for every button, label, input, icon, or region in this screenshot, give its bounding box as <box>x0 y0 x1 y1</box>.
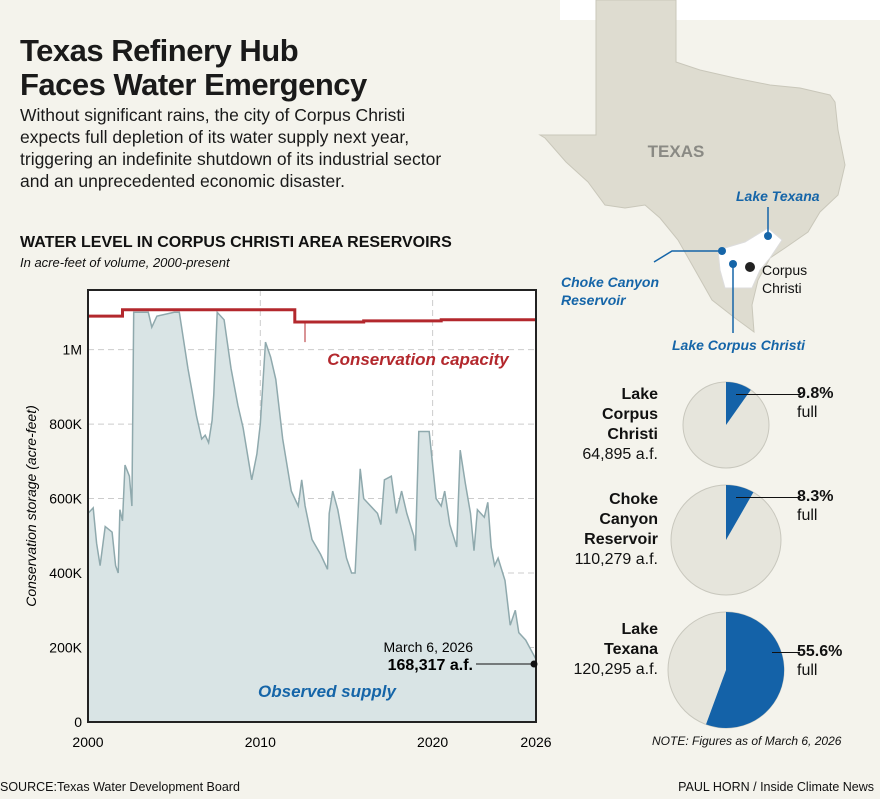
percent-value: 8.3% <box>797 488 834 505</box>
pie-slice-full <box>726 485 754 540</box>
percent-value: 55.6% <box>797 643 843 660</box>
credit: PAUL HORN / Inside Climate News <box>678 780 874 794</box>
chart-title: WATER LEVEL IN CORPUS CHRISTI AREA RESER… <box>20 234 452 251</box>
latest-point <box>530 660 538 668</box>
pie-percent-label: 9.8% full <box>797 384 833 422</box>
reservoir-name: Reservoir <box>584 531 658 548</box>
pie-leader <box>772 652 800 653</box>
y-tick-label: 0 <box>74 714 82 730</box>
plot-frame <box>87 289 537 723</box>
x-tick-label: 2026 <box>520 734 551 750</box>
observed-label: Observed supply <box>258 682 397 701</box>
y-tick-label: 600K <box>49 491 82 507</box>
pie-chart <box>667 611 785 729</box>
page-title: Texas Refinery Hub Faces Water Emergency <box>20 34 367 102</box>
note: NOTE: Figures as of March 6, 2026 <box>652 734 842 748</box>
x-tick-label: 2020 <box>417 734 448 750</box>
reservoir-volume: 110,279 a.f. <box>574 551 658 568</box>
area-chart: 0 200K 400K 600K 800K 1M 2000 2010 2020 2026 Conse… <box>23 289 552 750</box>
x-tick-label: 2010 <box>245 734 276 750</box>
label-corpus-christi: Corpus Christi <box>762 262 808 296</box>
reservoir-volume: 64,895 a.f. <box>582 446 658 463</box>
y-tick-label: 200K <box>49 640 82 656</box>
reservoir-label: Lake Texana 120,295 a.f. <box>528 620 658 680</box>
title-line-1: Texas Refinery Hub <box>20 33 299 68</box>
full-label: full <box>797 507 818 524</box>
x-tick-label: 2000 <box>72 734 103 750</box>
observed-supply-area <box>88 312 536 722</box>
pie-percent-label: 8.3% full <box>797 487 833 525</box>
y-tick-label: 400K <box>49 565 82 581</box>
label-lake-corpus-christi: Lake Corpus Christi <box>672 337 806 353</box>
title-line-2: Faces Water Emergency <box>20 67 367 102</box>
observed-supply-line <box>87 310 537 660</box>
reservoir-label: Lake Corpus Christi 64,895 a.f. <box>528 385 658 465</box>
reservoir-name: Christi <box>607 426 658 443</box>
corpus-christi-marker <box>745 262 755 272</box>
percent-value: 9.8% <box>797 385 834 402</box>
state-label: TEXAS <box>648 142 705 161</box>
highlighted-counties <box>717 227 783 289</box>
capacity-line <box>88 308 536 324</box>
pie-chart <box>670 484 782 596</box>
pie-slice-full <box>706 611 785 728</box>
pie-chart <box>682 381 770 469</box>
pie-slice-full <box>726 382 751 425</box>
chart-subtitle: In acre-feet of volume, 2000-present <box>20 255 230 270</box>
full-label: full <box>797 404 818 421</box>
pie-percent-label: 55.6% full <box>797 642 842 680</box>
pie-leader <box>736 497 801 498</box>
y-axis-label: Conservation storage (acre-feet) <box>23 405 39 607</box>
pie-leader <box>736 394 801 395</box>
full-label: full <box>797 662 818 679</box>
reservoir-name: Texana <box>604 641 658 658</box>
reservoir-volume: 120,295 a.f. <box>573 661 658 678</box>
lake-corpus-christi-marker <box>729 260 737 268</box>
reservoir-name: Choke <box>609 491 658 508</box>
description: Without significant rains, the city of C… <box>20 105 442 191</box>
reservoir-name: Lake <box>621 621 658 638</box>
label-lake-texana: Lake Texana <box>736 188 820 204</box>
capacity-label: Conservation capacity <box>327 350 510 369</box>
reservoir-name: Lake <box>621 386 658 403</box>
lake-texana-marker <box>764 232 772 240</box>
annotation-date: March 6, 2026 <box>384 639 474 655</box>
reservoir-name: Corpus <box>602 406 658 423</box>
source: SOURCE:Texas Water Development Board <box>0 780 240 794</box>
texas-map: TEXAS <box>538 0 846 334</box>
annotation-value: 168,317 a.f. <box>388 657 473 674</box>
reservoir-label: Choke Canyon Reservoir 110,279 a.f. <box>528 490 658 570</box>
y-tick-label: 800K <box>49 416 82 432</box>
y-tick-label: 1M <box>63 342 82 358</box>
reservoir-name: Canyon <box>599 511 658 528</box>
choke-canyon-marker <box>718 247 726 255</box>
label-choke-canyon: Choke Canyon Reservoir <box>561 274 660 308</box>
